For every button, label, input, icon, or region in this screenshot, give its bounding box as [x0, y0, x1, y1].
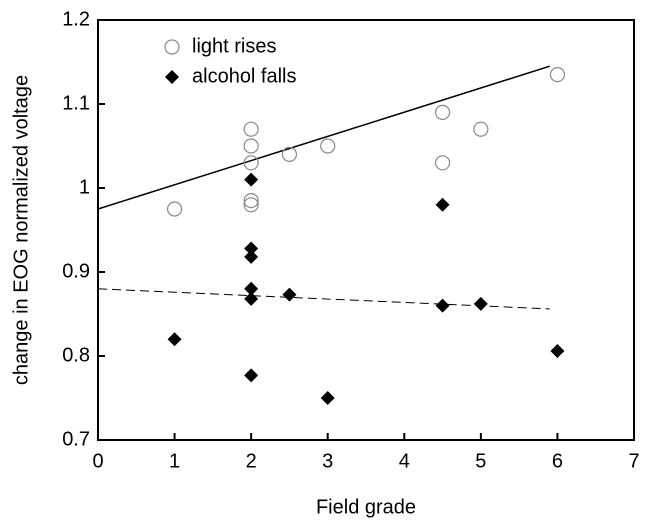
legend-label: alcohol falls	[192, 65, 297, 87]
y-tick-label: 1	[79, 176, 90, 198]
point	[473, 121, 489, 137]
y-tick-label: 0.7	[62, 428, 90, 450]
x-tick-label: 1	[169, 450, 180, 472]
y-tick-label: 0.9	[62, 260, 90, 282]
x-tick-label: 2	[246, 450, 257, 472]
point	[243, 197, 259, 213]
point	[434, 104, 451, 121]
legend-label: light rises	[192, 35, 276, 57]
point	[243, 193, 259, 209]
point	[550, 343, 565, 358]
point	[167, 332, 182, 347]
plot-frame	[97, 19, 635, 441]
point	[244, 249, 259, 264]
legend-marker	[164, 39, 180, 55]
point	[320, 138, 336, 154]
x-tick-label: 0	[92, 450, 103, 472]
point	[243, 155, 259, 171]
point	[243, 121, 259, 137]
point	[244, 241, 259, 256]
y-tick-label: 1.1	[62, 92, 90, 114]
point	[435, 197, 450, 212]
trend-line	[97, 65, 550, 210]
point	[473, 296, 488, 311]
x-tick-label: 4	[399, 450, 410, 472]
point	[244, 172, 259, 187]
y-tick-label: 1.2	[62, 8, 90, 30]
point	[434, 155, 451, 171]
point	[244, 291, 259, 306]
point	[243, 138, 259, 154]
x-axis-label: Field grade	[316, 496, 416, 518]
legend-marker	[165, 70, 179, 84]
point	[166, 201, 183, 217]
point	[549, 66, 566, 83]
point	[244, 281, 259, 296]
x-tick-label: 6	[552, 450, 563, 472]
x-tick-label: 5	[475, 450, 486, 472]
x-tick-label: 3	[322, 450, 333, 472]
point	[281, 146, 298, 162]
point	[435, 298, 450, 313]
point	[282, 287, 297, 302]
trend-line	[97, 288, 550, 310]
y-axis-label: change in EOG normalized voltage	[10, 75, 32, 385]
y-tick-label: 0.8	[62, 344, 90, 366]
x-tick-label: 7	[628, 450, 639, 472]
point	[320, 391, 335, 405]
point	[244, 368, 259, 383]
